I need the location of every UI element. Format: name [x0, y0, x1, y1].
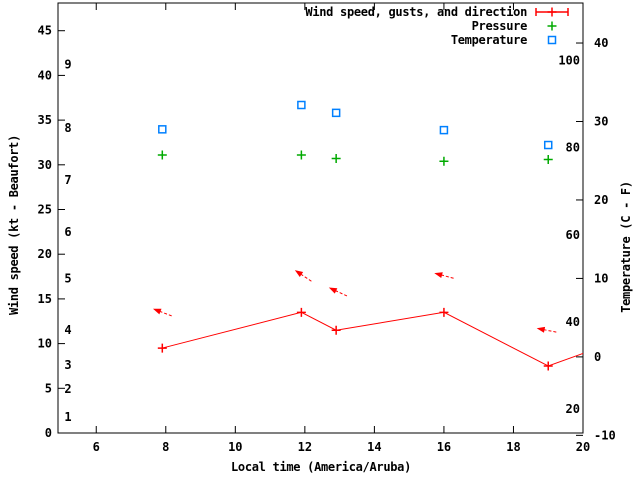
wind-direction-arrow-head	[434, 272, 443, 279]
wind-direction-arrow-head	[328, 287, 338, 294]
y-right-tick-label-celsius: 10	[594, 271, 608, 285]
fahrenheit-scale-label: 60	[566, 228, 580, 242]
y-left-tick-label: 25	[38, 203, 52, 217]
y-right-tick-label-celsius: 0	[594, 350, 601, 364]
y-left-tick-label: 5	[45, 381, 52, 395]
y-left-tick-label: 20	[38, 247, 52, 261]
pressure-marker	[543, 154, 553, 164]
fahrenheit-scale-label: 20	[566, 402, 580, 416]
x-tick-label: 8	[162, 440, 169, 454]
y-right-axis-title: Temperature (C - F)	[619, 181, 633, 313]
x-tick-label: 6	[93, 440, 100, 454]
pressure-marker	[331, 154, 341, 164]
y-left-tick-label: 30	[38, 158, 52, 172]
y-left-axis-title: Wind speed (kt - Beaufort)	[7, 134, 21, 316]
y-right-tick-label-celsius: 40	[594, 36, 608, 50]
temperature-marker	[543, 140, 553, 150]
wind-direction-arrow-tail	[300, 273, 312, 282]
wind-direction-arrow-tail	[334, 290, 348, 297]
wind-speed-marker	[331, 325, 341, 335]
beaufort-scale-label: 8	[64, 121, 71, 135]
y-left-tick-label: 15	[38, 292, 52, 306]
beaufort-scale-label: 9	[64, 58, 71, 72]
fahrenheit-scale-label: 40	[566, 315, 580, 329]
x-tick-label: 16	[437, 440, 451, 454]
wind-speed-marker	[296, 307, 306, 317]
y-left-tick-label: 35	[38, 113, 52, 127]
wind-direction-arrow-head	[294, 270, 304, 278]
wind-speed-marker	[157, 343, 167, 353]
legend-label-temperature: Temperature	[450, 33, 527, 47]
beaufort-scale-label: 4	[64, 323, 71, 337]
wind-direction-arrow-tail	[543, 329, 557, 333]
plot-border	[57, 2, 584, 434]
beaufort-scale-label: 5	[64, 271, 71, 285]
wind-direction-arrow-head	[536, 326, 546, 333]
fahrenheit-scale-label: 100	[558, 53, 580, 67]
temperature-marker	[297, 100, 306, 110]
x-axis-title: Local time (America/Aruba)	[230, 460, 412, 474]
y-left-tick-label: 0	[45, 426, 52, 440]
y-left-tick-label: 45	[38, 24, 52, 38]
legend-temperature-sample-square	[547, 35, 557, 45]
y-right-tick-label-celsius: -10	[594, 428, 616, 442]
wind-direction-arrow-head	[152, 308, 162, 315]
wind-direction-arrow-tail	[440, 274, 454, 279]
beaufort-scale-label: 2	[64, 382, 71, 396]
beaufort-scale-label: 7	[64, 173, 71, 187]
beaufort-scale-label: 6	[64, 225, 71, 239]
wind-speed-line	[162, 311, 584, 367]
wind-speed-marker	[543, 361, 553, 371]
pressure-marker	[296, 150, 306, 160]
y-left-tick-label: 10	[38, 337, 52, 351]
wind-speed-marker	[439, 307, 449, 317]
fahrenheit-scale-label: 80	[566, 141, 580, 155]
legend-label-pressure: Pressure	[471, 19, 528, 33]
legend-label-wind: Wind speed, gusts, and direction	[305, 5, 527, 19]
x-tick-label: 14	[367, 440, 381, 454]
pressure-marker	[157, 150, 167, 160]
temperature-marker	[331, 108, 341, 118]
temperature-marker	[439, 125, 449, 135]
x-tick-label: 10	[228, 440, 242, 454]
pressure-marker	[439, 156, 449, 166]
legend-pressure-sample-plus	[547, 21, 557, 31]
legend-wind-sample-plus	[547, 7, 557, 17]
y-left-tick-label: 40	[38, 68, 52, 82]
y-right-tick-label-celsius: 30	[594, 114, 608, 128]
x-tick-label: 20	[576, 440, 590, 454]
wind-direction-arrow-tail	[159, 310, 172, 317]
beaufort-scale-label: 3	[64, 358, 71, 372]
beaufort-scale-label: 1	[64, 410, 71, 424]
x-tick-label: 12	[298, 440, 312, 454]
temperature-marker	[158, 125, 167, 134]
x-tick-label: 18	[506, 440, 520, 454]
y-right-tick-label-celsius: 20	[594, 193, 608, 207]
